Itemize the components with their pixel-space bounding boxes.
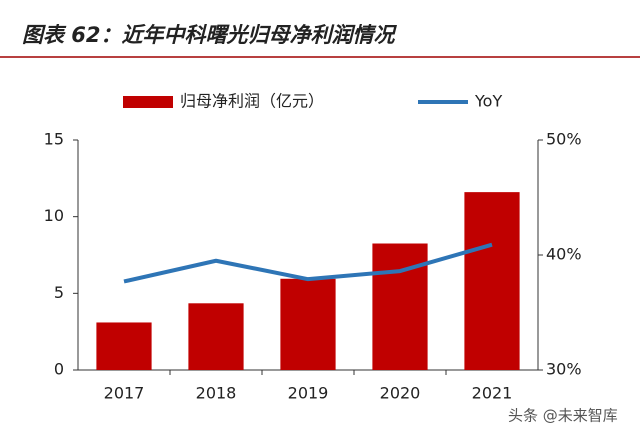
x-tick-label: 2018 [196,384,237,403]
y-tick-label: 0 [54,360,64,379]
x-tick-label: 2017 [104,384,145,403]
y2-tick-label: 30% [546,360,582,379]
watermark: 头条 @未来智库 [508,407,618,425]
chart-title: 图表 62：近年中科曙光归母净利润情况 [22,23,398,47]
x-tick-label: 2020 [380,384,421,403]
bar [96,322,152,370]
bar [188,303,244,370]
x-tick-label: 2019 [288,384,329,403]
line [123,242,493,284]
legend-swatch [123,96,173,108]
y2-tick-label: 40% [546,245,582,264]
bar [372,243,428,370]
bar [280,278,336,370]
y-tick-label: 5 [54,283,64,302]
bar [464,192,520,370]
y-tick-label: 10 [44,206,64,225]
y-tick-label: 15 [44,130,64,149]
x-tick-label: 2021 [472,384,513,403]
y2-tick-label: 50% [546,130,582,149]
legend-label: 归母净利润（亿元） [180,92,324,111]
legend-label: YoY [474,92,502,111]
